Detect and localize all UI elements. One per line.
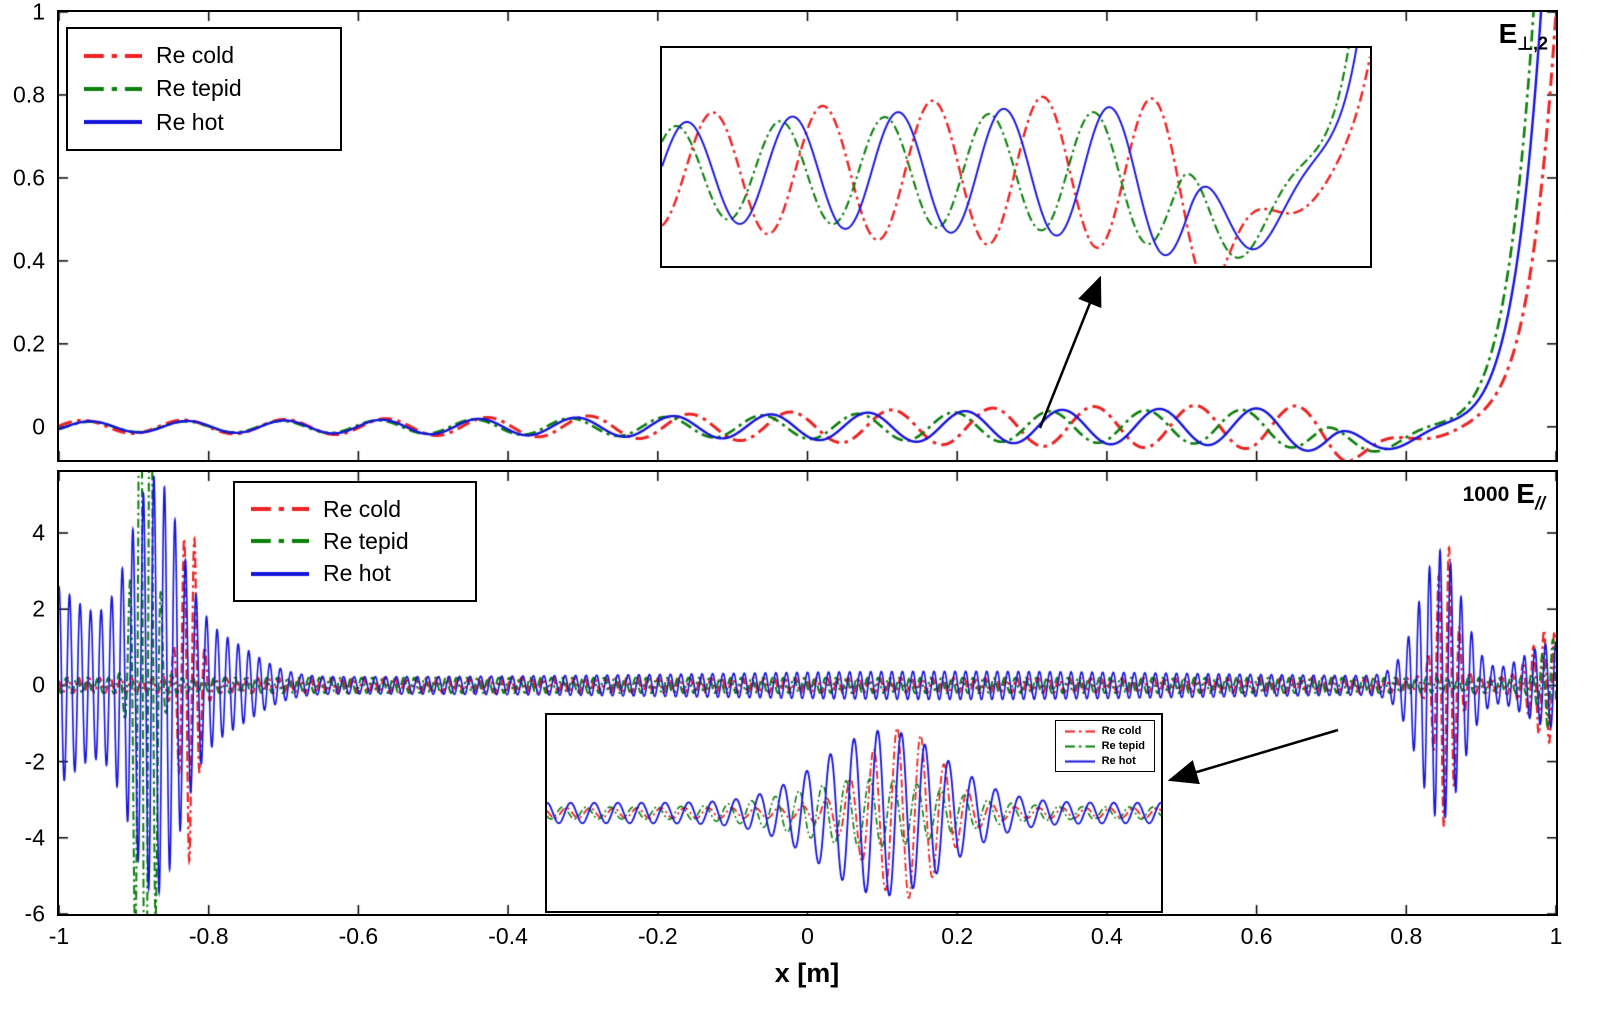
top-legend: Re cold Re tepid Re hot <box>66 27 342 151</box>
bottom-zoom-inset: Re cold Re tepid Re hot <box>545 713 1163 913</box>
legend-label: Re hot <box>323 560 391 587</box>
x-tick-label: -1 <box>48 923 70 949</box>
legend-item-tepid: Re tepid <box>251 528 459 555</box>
legend-line-sample <box>251 536 309 547</box>
legend-label: Re hot <box>1101 755 1136 767</box>
x-tick-label: -0.2 <box>637 923 678 949</box>
legend-item-cold: Re cold <box>84 42 324 69</box>
legend-label: Re cold <box>1101 725 1142 737</box>
legend-line-sample <box>84 117 142 128</box>
top-inset-canvas <box>662 48 1370 266</box>
x-tick-label: 0.6 <box>1240 923 1273 949</box>
bottom-panel-label-prefix: 1000 <box>1462 483 1510 506</box>
legend-label: Re cold <box>156 42 234 69</box>
legend-item-hot: Re hot <box>84 109 324 136</box>
legend-item-hot: Re hot <box>251 560 459 587</box>
legend-label: Re cold <box>323 495 401 522</box>
legend-label: Re tepid <box>156 75 242 102</box>
bottom-panel-label: 1000 E// <box>1463 478 1545 515</box>
y-tick-label: 1 <box>32 0 45 25</box>
y-tick-label: 0.4 <box>13 247 45 274</box>
y-tick-label: -6 <box>24 900 45 927</box>
top-zoom-inset <box>660 46 1372 268</box>
top-panel-label-sub: ⊥,2 <box>1517 33 1548 54</box>
x-tick-label: -0.4 <box>488 923 528 949</box>
legend-line-sample <box>84 50 142 61</box>
legend-line-sample <box>1064 742 1095 750</box>
y-tick-label: 0 <box>32 413 45 440</box>
legend-line-sample <box>251 504 309 515</box>
bottom-panel-label-main: E <box>1516 478 1535 509</box>
legend-label: Re tepid <box>323 527 409 554</box>
legend-line-sample <box>251 568 309 579</box>
legend-line-sample <box>1064 727 1095 735</box>
y-tick-label: 0 <box>32 671 45 698</box>
x-axis-label: x [m] <box>774 958 840 988</box>
legend-label: Re hot <box>156 108 224 135</box>
legend-item-tepid: Re tepid <box>84 75 324 102</box>
bottom-legend: Re cold Re tepid Re hot <box>233 481 477 602</box>
legend-item-tepid: Re tepid <box>1064 740 1145 752</box>
x-tick-label: -0.8 <box>188 923 229 949</box>
legend-item-hot: Re hot <box>1064 755 1145 767</box>
legend-item-cold: Re cold <box>251 496 459 523</box>
y-tick-label: -2 <box>24 748 45 775</box>
legend-item-cold: Re cold <box>1064 725 1145 737</box>
top-panel-label-main: E <box>1498 18 1518 49</box>
inset-legend: Re cold Re tepid Re hot <box>1054 720 1155 772</box>
y-tick-label: 0.8 <box>13 81 45 108</box>
x-tick-label: -0.6 <box>338 923 379 949</box>
x-tick-label: 0.4 <box>1090 923 1123 949</box>
y-tick-label: 2 <box>32 595 45 622</box>
legend-label: Re tepid <box>1101 740 1145 752</box>
y-tick-label: 0.6 <box>13 164 45 191</box>
y-tick-label: 0.2 <box>13 330 45 357</box>
x-tick-label: 0.2 <box>941 923 974 949</box>
y-tick-label: -4 <box>24 824 45 851</box>
legend-line-sample <box>84 83 142 94</box>
legend-line-sample <box>1064 757 1095 765</box>
x-tick-label: 0 <box>801 923 814 949</box>
top-panel-label: E⊥,2 <box>1499 18 1548 55</box>
bottom-panel-label-sub: // <box>1534 493 1545 514</box>
x-tick-label: 0.8 <box>1390 923 1423 949</box>
x-tick-label: 1 <box>1549 923 1563 949</box>
y-tick-label: 4 <box>32 519 45 546</box>
